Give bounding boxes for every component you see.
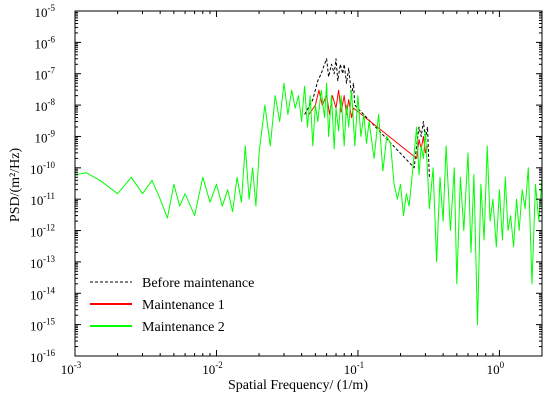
y-tick-label-base: 10 bbox=[30, 350, 43, 365]
y-tick-label: 10-6 bbox=[35, 34, 56, 51]
series-line-maintenance-2 bbox=[75, 82, 542, 326]
y-tick-label-base: 10 bbox=[35, 68, 48, 83]
y-tick-label-exponent: -9 bbox=[48, 128, 56, 138]
y-tick-label: 10-15 bbox=[30, 317, 55, 334]
y-tick-label: 10-13 bbox=[30, 254, 55, 271]
ticks-layer bbox=[74, 10, 543, 357]
y-axis-label: PSD/(m²/Hz) bbox=[8, 148, 23, 223]
y-tick-label: 10-11 bbox=[30, 191, 55, 208]
legend-label: Maintenance 2 bbox=[142, 320, 225, 335]
x-tick-label-base: 10 bbox=[344, 362, 357, 377]
y-tick-label-exponent: -15 bbox=[43, 317, 55, 327]
y-tick-label-exponent: -8 bbox=[48, 97, 56, 107]
x-tick-label: 10-2 bbox=[202, 360, 223, 377]
y-tick-label-exponent: -6 bbox=[48, 34, 56, 44]
y-tick-label: 10-8 bbox=[35, 97, 56, 114]
y-tick-label-base: 10 bbox=[30, 225, 43, 240]
x-tick-label-base: 10 bbox=[487, 362, 500, 377]
y-tick-label-exponent: -7 bbox=[48, 66, 56, 76]
series-line-before-maintenance bbox=[304, 58, 430, 178]
series-line-maintenance-1 bbox=[308, 89, 428, 159]
x-axis-label: Spatial Frequency/ (1/m) bbox=[228, 378, 368, 393]
y-tick-label: 10-10 bbox=[30, 160, 55, 177]
x-tick-label-exponent: -2 bbox=[215, 360, 223, 370]
y-tick-label: 10-9 bbox=[35, 128, 56, 145]
y-tick-label: 10-12 bbox=[30, 223, 55, 240]
y-tick-label-base: 10 bbox=[35, 5, 48, 20]
y-tick-label-base: 10 bbox=[30, 256, 43, 271]
x-tick-label-exponent: 0 bbox=[500, 360, 505, 370]
y-tick-label-base: 10 bbox=[30, 193, 43, 208]
y-tick-label-exponent: -10 bbox=[43, 160, 55, 170]
y-tick-labels: 10-510-610-710-810-910-1010-1110-1210-13… bbox=[30, 3, 55, 365]
y-tick-label-base: 10 bbox=[35, 130, 48, 145]
y-tick-label-exponent: -5 bbox=[48, 3, 56, 13]
y-tick-label-base: 10 bbox=[30, 162, 43, 177]
y-tick-label-base: 10 bbox=[30, 319, 43, 334]
y-tick-label-base: 10 bbox=[35, 36, 48, 51]
y-tick-label-exponent: -12 bbox=[43, 223, 55, 233]
legend-label: Maintenance 1 bbox=[142, 298, 225, 313]
y-tick-label-exponent: -13 bbox=[43, 254, 55, 264]
y-tick-label-exponent: -16 bbox=[43, 348, 55, 358]
legend-label: Before maintenance bbox=[142, 276, 254, 291]
x-tick-label-exponent: -3 bbox=[74, 360, 82, 370]
series-layer bbox=[75, 58, 542, 326]
y-tick-label: 10-5 bbox=[35, 3, 56, 20]
y-tick-label-exponent: -11 bbox=[43, 191, 55, 201]
x-tick-labels: 10-3 10-2 10-1 100 bbox=[61, 360, 505, 377]
y-tick-label-base: 10 bbox=[30, 287, 43, 302]
y-tick-label: 10-7 bbox=[35, 66, 56, 83]
x-tick-label: 10-3 bbox=[61, 360, 82, 377]
y-tick-label: 10-16 bbox=[30, 348, 55, 365]
x-tick-label: 10-1 bbox=[344, 360, 365, 377]
x-tick-label-base: 10 bbox=[61, 362, 74, 377]
legend: Before maintenance Maintenance 1 Maintenan… bbox=[90, 276, 254, 335]
x-tick-label-exponent: -1 bbox=[357, 360, 365, 370]
plot-frame bbox=[74, 10, 543, 357]
y-tick-label: 10-14 bbox=[30, 285, 55, 302]
y-tick-label-base: 10 bbox=[35, 99, 48, 114]
x-tick-label-base: 10 bbox=[202, 362, 215, 377]
y-tick-label-exponent: -14 bbox=[43, 285, 55, 295]
x-tick-label: 100 bbox=[487, 360, 505, 377]
